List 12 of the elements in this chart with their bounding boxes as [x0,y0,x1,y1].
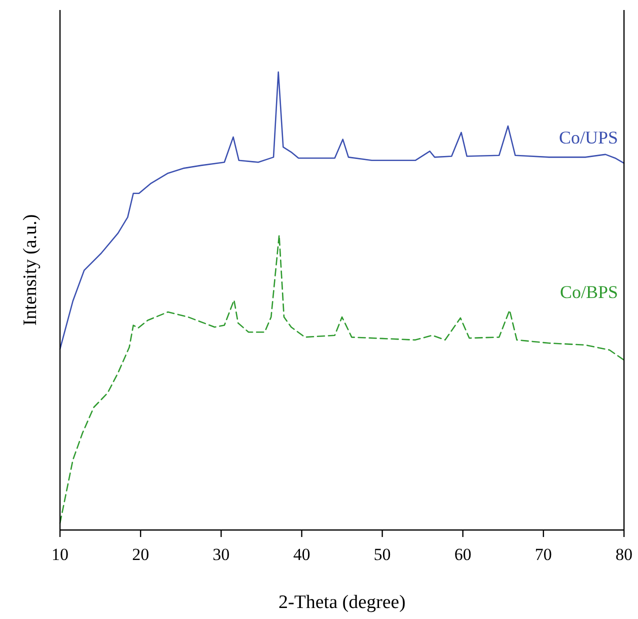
x-tick-label: 40 [293,545,310,564]
x-axis-title: 2-Theta (degree) [278,592,406,613]
x-tick-label: 50 [374,545,391,564]
x-tick-label: 70 [534,545,552,564]
text: Co/BPS [560,282,618,302]
y-axis-title: Intensity (a.u.) [20,214,41,326]
x-tick-label: 60 [454,545,472,564]
x-tick-label: 80 [616,545,632,564]
x-tick-label: 30 [212,545,230,564]
x-tick-label: 10 [52,545,68,564]
x-tick-label: 20 [132,545,150,564]
series-label: Co/UPS [558,127,618,148]
